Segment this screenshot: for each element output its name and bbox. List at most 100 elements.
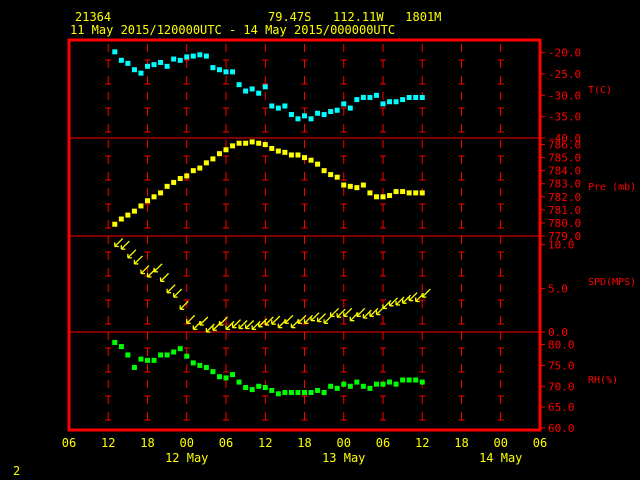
wind-arrow [245, 320, 255, 329]
data-point-pressure [184, 173, 190, 179]
data-point-temperature [334, 107, 340, 113]
data-point-pressure [249, 139, 255, 145]
data-point-temperature [406, 94, 412, 100]
y-tick-label: 80.0 [548, 339, 575, 352]
data-point-temperature [328, 109, 334, 115]
wind-arrow [271, 315, 281, 325]
data-point-temperature [164, 63, 170, 69]
wind-arrow [186, 314, 196, 324]
x-tick-label: 06 [533, 436, 547, 450]
date-label: 13 May [322, 451, 365, 465]
data-point-pressure [190, 168, 196, 174]
data-point-temperature [112, 49, 118, 55]
date-label: 12 May [165, 451, 208, 465]
data-point-humidity [112, 339, 118, 345]
y-tick-label: 10.0 [548, 239, 575, 252]
y-tick-label: 784.0 [548, 165, 581, 178]
data-point-pressure [288, 152, 294, 158]
wind-arrow [114, 238, 124, 247]
data-point-humidity [341, 381, 347, 387]
y-tick-label: -25.0 [548, 68, 581, 81]
data-point-humidity [125, 352, 131, 358]
wind-arrow [199, 316, 209, 326]
y-tick-label: 780.0 [548, 217, 581, 230]
data-point-humidity [190, 360, 196, 366]
data-point-temperature [354, 97, 360, 103]
data-point-humidity [334, 385, 340, 391]
data-point-temperature [341, 101, 347, 107]
data-point-temperature [125, 60, 131, 66]
data-point-pressure [262, 142, 268, 148]
y-tick-label: 70.0 [548, 380, 575, 393]
data-point-temperature [138, 70, 144, 76]
data-point-pressure [347, 183, 353, 189]
data-point-pressure [125, 212, 131, 218]
data-point-temperature [197, 52, 203, 58]
data-point-pressure [295, 152, 301, 158]
data-point-pressure [158, 190, 164, 196]
data-point-humidity [360, 383, 366, 389]
data-point-temperature [380, 101, 386, 107]
page-number: 2 [13, 464, 21, 478]
data-point-humidity [210, 369, 216, 375]
wind-arrow [179, 300, 189, 310]
x-tick-label: 06 [376, 436, 390, 450]
y-tick-label: 75.0 [548, 359, 575, 372]
y-tick-label: 60.0 [548, 422, 575, 435]
data-point-humidity [262, 385, 268, 391]
data-point-pressure [138, 203, 144, 209]
data-point-humidity [269, 387, 275, 393]
data-point-temperature [256, 90, 262, 96]
wind-arrow [395, 296, 405, 306]
wind-arrow [369, 307, 379, 317]
x-tick-label: 00 [337, 436, 351, 450]
data-point-pressure [275, 148, 281, 154]
data-point-temperature [400, 97, 406, 103]
panel-label-humidity: RH(%) [588, 375, 618, 386]
wind-arrow [408, 292, 418, 302]
data-point-pressure [334, 174, 340, 180]
data-point-pressure [118, 216, 124, 222]
data-point-pressure [210, 156, 216, 162]
wind-arrow [402, 294, 412, 304]
data-point-temperature [203, 53, 209, 59]
data-point-humidity [138, 356, 144, 362]
x-tick-label: 18 [297, 436, 311, 450]
data-point-temperature [118, 57, 124, 63]
wind-arrow [382, 299, 392, 309]
data-point-humidity [282, 390, 288, 396]
x-tick-label: 12 [415, 436, 429, 450]
data-point-pressure [223, 147, 229, 153]
data-point-temperature [347, 105, 353, 111]
x-tick-label: 00 [180, 436, 194, 450]
data-point-temperature [360, 94, 366, 100]
data-point-humidity [419, 379, 425, 385]
data-point-temperature [308, 116, 314, 122]
x-tick-label: 18 [454, 436, 468, 450]
data-point-humidity [151, 357, 157, 363]
data-point-pressure [112, 221, 118, 227]
data-point-humidity [387, 379, 393, 385]
data-point-pressure [145, 198, 150, 204]
panel-label-pressure: Pre (mb) [588, 182, 636, 193]
y-tick-label: -20.0 [548, 47, 581, 60]
data-point-pressure [203, 160, 209, 166]
data-point-pressure [177, 176, 183, 182]
wind-arrow [304, 314, 313, 324]
data-point-temperature [236, 82, 242, 88]
data-point-humidity [413, 377, 419, 383]
y-tick-label: -30.0 [548, 89, 581, 102]
y-tick-label: -35.0 [548, 111, 581, 124]
data-point-temperature [151, 62, 157, 68]
wind-arrow [238, 320, 248, 329]
wind-arrow [258, 318, 268, 328]
data-point-pressure [315, 161, 321, 167]
data-point-humidity [236, 379, 242, 385]
data-point-humidity [315, 387, 321, 393]
wind-arrow [343, 307, 353, 317]
data-point-pressure [282, 149, 288, 155]
data-point-temperature [210, 65, 216, 71]
data-point-humidity [243, 385, 249, 391]
wind-arrow [264, 316, 274, 326]
data-point-pressure [360, 182, 366, 188]
